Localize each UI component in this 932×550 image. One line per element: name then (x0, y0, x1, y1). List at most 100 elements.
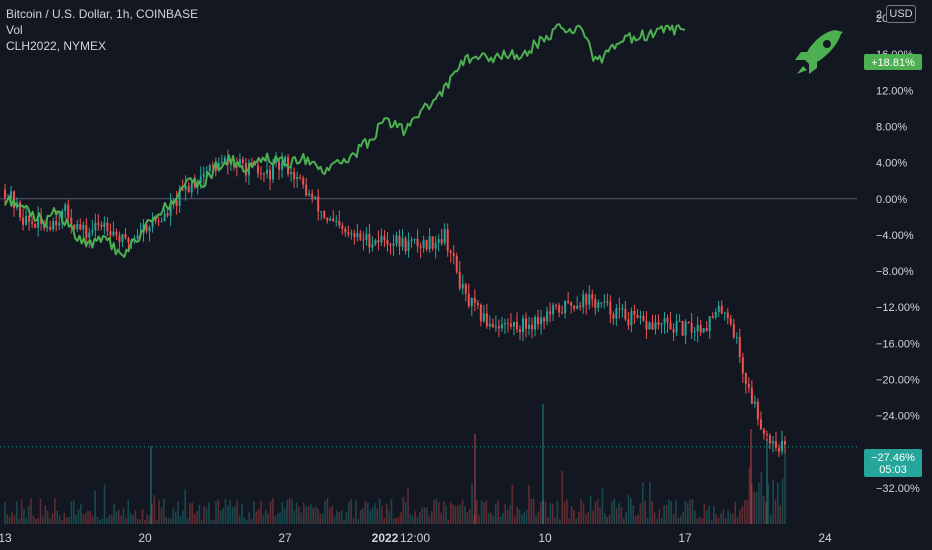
volume-bar (388, 511, 390, 524)
volume-bar (416, 516, 419, 524)
volume-bar (281, 502, 284, 524)
candle-body (97, 223, 100, 225)
candle-body (603, 301, 606, 303)
candle-body (576, 305, 579, 309)
volume-bar (705, 510, 708, 524)
volume-bar (637, 514, 639, 524)
volume-bar (504, 503, 507, 524)
volume-bar (563, 501, 566, 524)
volume-bar (63, 512, 66, 524)
candle-body (160, 221, 163, 223)
volume-bar (307, 506, 310, 524)
candle-body (573, 305, 576, 309)
candle-body (564, 301, 567, 314)
candle-body (266, 169, 269, 174)
candle-body (28, 215, 31, 222)
price-axis[interactable]: 20.00%16.00%12.00%8.00%4.00%0.00%−4.00%−… (876, 9, 920, 495)
candle-body (256, 165, 259, 174)
y-tick-label: 8.00% (876, 121, 907, 133)
volume-bar (300, 512, 303, 524)
candle-body (10, 191, 13, 199)
volume-bar (772, 479, 774, 524)
candle-body (410, 239, 413, 241)
candle-body (482, 313, 485, 322)
candle-body (353, 233, 356, 237)
symbol-title[interactable]: Bitcoin / U.S. Dollar, 1h, COINBASE (6, 7, 199, 21)
volume-bar (390, 499, 393, 524)
volume-bar (374, 502, 376, 524)
candle-body (561, 312, 564, 314)
candle-body (473, 298, 476, 303)
currency-button[interactable]: USD (886, 5, 916, 23)
candle-body (118, 235, 121, 242)
candle-body (49, 226, 52, 230)
volume-bar (686, 503, 689, 524)
candle-body (756, 401, 759, 420)
x-tick-label: 10 (538, 531, 552, 545)
candle-body (169, 203, 172, 216)
candle-body (684, 321, 687, 336)
candle-body (428, 236, 431, 250)
candle-body (37, 216, 40, 228)
candle-body (419, 246, 422, 248)
candle-body (184, 186, 187, 191)
candle-body (540, 317, 543, 325)
volume-bar (146, 514, 149, 524)
candle-body (214, 166, 217, 172)
volume-bar (393, 518, 395, 524)
candle-body (241, 159, 244, 163)
volume-bar (227, 505, 229, 524)
volume-bar (113, 503, 115, 524)
candle-body (609, 301, 612, 315)
candle-body (717, 305, 720, 313)
volume-bar (625, 511, 627, 524)
volume-bar (23, 508, 25, 524)
candle-body (476, 302, 479, 305)
volume-bar (262, 515, 265, 524)
candle-body (109, 231, 112, 236)
volume-bar (345, 512, 348, 524)
candle-body (546, 311, 549, 322)
volume-bar (298, 506, 300, 524)
candle-body (738, 336, 741, 358)
volume-bar (478, 515, 480, 524)
candle-body (148, 227, 151, 232)
volume-bar (454, 505, 457, 524)
candle-body (627, 319, 630, 326)
candle-body (281, 162, 284, 170)
volume-bar (103, 484, 106, 524)
volume-bar (136, 519, 139, 524)
volume-bar (668, 499, 670, 524)
candle-body (157, 221, 160, 223)
volume-bar (473, 515, 476, 524)
candle-body (272, 163, 275, 180)
volume-bar (208, 502, 210, 524)
volume-bar (193, 514, 196, 524)
compare-series-line (4, 23, 686, 258)
candle-body (534, 316, 537, 330)
volume-legend[interactable]: Vol (6, 23, 23, 37)
candle-body (464, 284, 467, 294)
candle-body (666, 318, 669, 323)
volume-bar (243, 517, 246, 524)
candle-body (112, 231, 115, 236)
candle-body (669, 322, 672, 330)
volume-bar (376, 508, 379, 524)
time-axis[interactable]: 13 20 27 2022 12:00 10 17 24 (0, 531, 832, 545)
candle-body (639, 315, 642, 318)
candle-body (759, 419, 762, 430)
volume-bar (769, 514, 772, 524)
candle-body (374, 240, 377, 245)
volume-bar (449, 502, 452, 524)
candle-body (326, 217, 329, 221)
volume-bar (352, 517, 355, 524)
candle-body (91, 230, 94, 233)
volume-bar (774, 499, 777, 524)
volume-bar (570, 506, 573, 524)
volume-bar (663, 505, 665, 524)
y-tick-label: −16.00% (876, 338, 920, 350)
candle-body (79, 223, 82, 230)
compare-symbol-legend[interactable]: CLH2022, NYMEX (6, 39, 107, 53)
volume-bar (679, 516, 682, 524)
